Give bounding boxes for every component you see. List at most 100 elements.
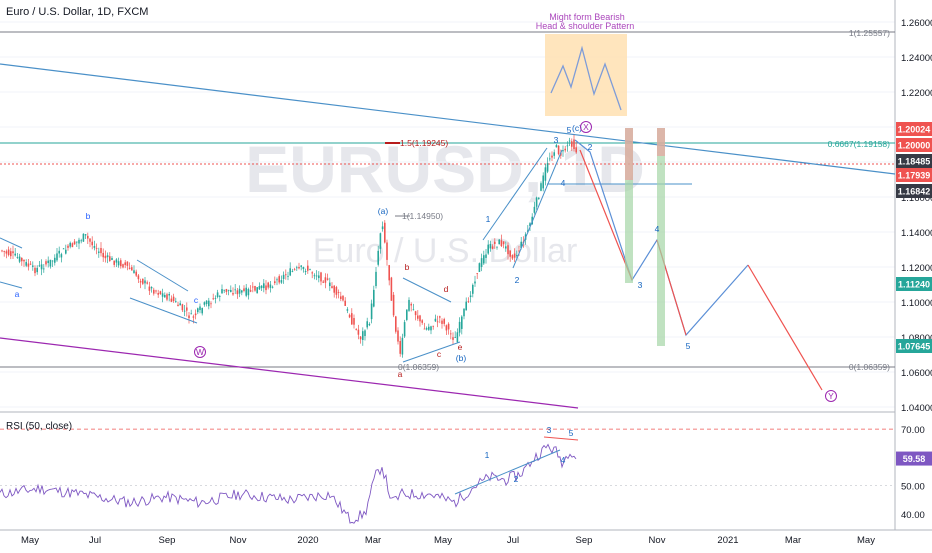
price-label-text: 1.11240 [898,280,930,290]
rsi-wave-label: 1 [485,450,490,460]
wave-label: d [444,284,449,294]
price-label-box [896,138,932,152]
candle-body [533,206,536,213]
x-tick-label: Jul [507,535,519,546]
annotation-box [545,34,627,116]
candle-body [40,264,43,270]
candle-body [320,272,322,282]
candle-body [155,290,157,292]
candle-body [329,282,331,287]
candle-body [241,290,243,293]
candle-body [65,249,67,254]
candle-body [267,282,269,288]
candle-body [399,340,401,354]
rsi-title: RSI (50, close) [6,421,73,432]
candle-body [412,309,415,311]
candle-body [397,330,399,342]
candle-body [98,251,100,253]
wave-structure-line [402,277,452,303]
price-label-box [896,184,932,198]
candle-body [516,255,518,256]
candle-body [21,257,23,262]
candle-body [478,263,481,272]
candle-body [106,255,109,258]
candle-body [395,316,397,332]
candle-body [80,240,82,242]
candle-body [538,197,540,199]
rsi-wave-label: 3 [547,425,552,435]
rsi-current-box [896,451,932,466]
candle-body [73,241,76,245]
candle-body [300,265,302,267]
candle-body [214,298,217,299]
candle-body [190,313,192,315]
candle-body [10,251,12,257]
candle-body [362,331,364,341]
candle-body [54,257,56,263]
candle-body [331,286,333,289]
price-label-text: 1.07645 [898,342,931,352]
candle-body [366,321,368,328]
candle-body [351,313,353,325]
candle-body [500,240,503,247]
wave-structure-line [0,237,23,249]
candle-body [1,250,3,252]
candle-body [494,241,496,244]
candle-body [208,300,210,307]
candle-body [164,294,166,298]
wave-label: 2 [588,142,593,152]
candle-body [126,261,129,266]
trend-line-lower [0,337,579,409]
candle-body [456,332,459,343]
candle-body [546,163,549,172]
annotation-line-2: Head & shoulder Pattern [536,21,635,31]
candle-body [16,257,19,258]
rsi-wave-label: 2 [514,474,519,484]
candle-body [7,249,10,256]
rsi-tick-label: 50.00 [901,482,925,493]
candle-body [461,316,463,329]
candle-body [355,329,357,330]
wave-label: X [583,122,589,132]
candle-body [128,267,131,269]
candle-body [109,256,111,261]
candle-body [181,304,184,311]
candle-body [568,140,571,142]
level-label: 1.5(1.19245) [400,138,448,148]
candle-body [282,274,285,279]
candle-body [474,281,476,284]
rsi-tick-label: 70.00 [901,425,925,436]
candle-body [551,155,553,158]
candle-body [157,293,159,295]
y-tick-label: 1.12000 [901,263,932,274]
candle-body [135,271,137,276]
candle-body [60,254,63,258]
candle-body [34,267,36,274]
candle-body [549,158,551,160]
wave-label: b [405,262,410,272]
x-tick-label: May [21,535,39,546]
candle-body [414,311,417,316]
candle-body [219,296,221,297]
candle-body [100,248,102,254]
candle-body [575,147,577,153]
candle-body [313,275,316,277]
candle-body [571,141,573,147]
x-tick-label: Mar [785,535,801,546]
candle-body [67,245,69,248]
candle-body [344,300,346,306]
candle-body [82,233,85,242]
candle-body [489,243,492,249]
wave-label: b [86,211,91,221]
candle-body [377,250,379,265]
candle-body [434,318,437,322]
candle-body [304,271,307,273]
candle-body [315,275,318,277]
wave-label: (c) [572,123,582,133]
candle-body [186,307,188,311]
candle-body [91,241,93,246]
candle-body [223,289,225,291]
candle-body [175,301,177,303]
target-bar-green-2 [657,128,665,346]
